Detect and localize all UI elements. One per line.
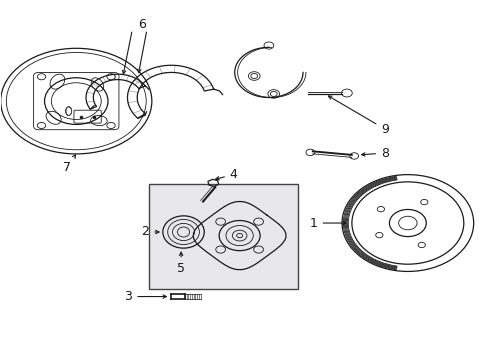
Text: 6: 6 — [138, 18, 146, 31]
Text: 9: 9 — [328, 96, 388, 136]
Text: 4: 4 — [215, 168, 237, 181]
Text: 1: 1 — [309, 216, 345, 230]
FancyBboxPatch shape — [149, 184, 298, 289]
Text: 2: 2 — [141, 225, 159, 238]
Text: 8: 8 — [361, 147, 388, 159]
Text: 3: 3 — [124, 290, 166, 303]
Text: 7: 7 — [62, 155, 76, 174]
Text: 5: 5 — [177, 252, 185, 275]
